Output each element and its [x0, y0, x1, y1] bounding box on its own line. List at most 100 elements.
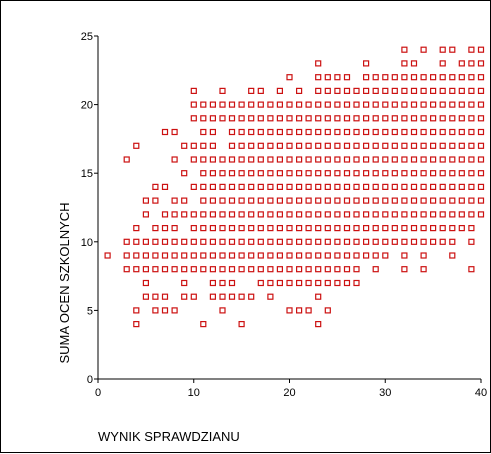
data-point [430, 211, 437, 218]
data-point [315, 142, 322, 149]
data-point [315, 183, 322, 190]
data-point [286, 211, 293, 218]
data-point [276, 101, 283, 108]
data-point [334, 156, 341, 163]
data-point [286, 183, 293, 190]
data-point [267, 128, 274, 136]
data-point [372, 156, 379, 163]
data-point [142, 279, 149, 287]
data-point [439, 74, 446, 81]
data-point [420, 197, 427, 204]
data-point [372, 197, 379, 204]
data-point [305, 197, 312, 204]
data-point [190, 252, 197, 259]
data-point [353, 128, 360, 136]
data-point [133, 252, 140, 259]
data-point [305, 170, 312, 177]
data-point [257, 211, 264, 218]
data-point [315, 115, 322, 122]
data-point [343, 170, 351, 177]
data-point [171, 252, 178, 259]
data-point [276, 266, 283, 273]
data-point [209, 225, 216, 232]
data-point [391, 156, 398, 163]
data-point [477, 128, 485, 136]
data-point [152, 307, 159, 314]
data-point [382, 87, 389, 95]
data-point [286, 238, 293, 245]
data-point [420, 225, 427, 232]
data-point [363, 74, 370, 81]
data-point [219, 211, 226, 218]
data-point [267, 293, 274, 300]
data-point [315, 321, 322, 328]
data-point [238, 225, 245, 232]
data-point [449, 128, 456, 136]
data-point [228, 279, 236, 287]
data-point [286, 156, 293, 163]
data-point [372, 142, 379, 149]
data-point [391, 211, 398, 218]
data-point [382, 170, 389, 177]
data-point [305, 183, 312, 190]
data-point [449, 170, 456, 177]
data-point [420, 128, 427, 136]
data-point [200, 225, 207, 232]
data-point [257, 115, 264, 122]
data-point [353, 142, 360, 149]
data-point [248, 225, 255, 232]
data-point [401, 74, 408, 81]
tick-labels: 0 10 20 30 40 0 5 10 15 20 25 [81, 31, 487, 399]
data-point [315, 293, 322, 300]
data-point [296, 128, 303, 136]
data-point [267, 238, 274, 245]
data-point [219, 87, 226, 95]
data-point [458, 115, 465, 122]
data-point [334, 197, 341, 204]
data-point [468, 266, 475, 273]
data-point [305, 128, 312, 136]
y-tick-label: 0 [87, 374, 93, 386]
data-point [410, 128, 418, 136]
data-point [305, 211, 312, 218]
data-point [267, 266, 274, 273]
data-point [257, 87, 264, 95]
data-point [171, 266, 178, 273]
data-point [286, 252, 293, 259]
data-point [152, 183, 159, 190]
data-point [200, 266, 207, 273]
data-point [353, 225, 360, 232]
data-point [382, 128, 389, 136]
data-point [372, 225, 379, 232]
data-point [458, 101, 465, 108]
data-point [181, 238, 188, 245]
data-point [209, 279, 216, 287]
data-point [439, 211, 446, 218]
data-point [296, 266, 303, 273]
data-point [142, 293, 149, 300]
data-point [353, 101, 360, 108]
data-point [248, 197, 255, 204]
data-point [296, 252, 303, 259]
data-point [334, 225, 341, 232]
data-point [477, 156, 485, 163]
data-point [161, 252, 169, 259]
data-point [248, 183, 255, 190]
data-point [439, 87, 446, 95]
data-point [468, 60, 475, 67]
data-point [286, 279, 293, 287]
data-point [296, 211, 303, 218]
data-point [468, 225, 475, 232]
data-point [248, 293, 255, 300]
data-point [449, 252, 456, 259]
data-point [420, 252, 427, 259]
data-point [430, 170, 437, 177]
data-point [267, 101, 274, 108]
data-point [430, 225, 437, 232]
data-point [257, 101, 264, 108]
data-point [248, 252, 255, 259]
data-point [420, 101, 427, 108]
x-tick-label: 20 [283, 387, 295, 399]
data-point [123, 156, 130, 163]
data-point [276, 279, 283, 287]
